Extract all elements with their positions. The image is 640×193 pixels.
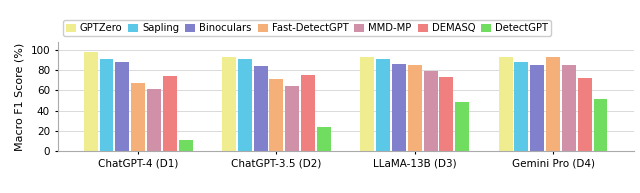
Bar: [499, 58, 513, 151]
Bar: [131, 84, 145, 151]
Bar: [301, 75, 315, 151]
Bar: [285, 86, 300, 151]
Y-axis label: Macro F1 Score (%): Macro F1 Score (%): [15, 42, 25, 151]
Bar: [440, 77, 453, 151]
Legend: GPTZero, Sapling, Binoculars, Fast-DetectGPT, MMD-MP, DEMASQ, DetectGPT: GPTZero, Sapling, Binoculars, Fast-Detec…: [63, 20, 551, 36]
Bar: [546, 58, 560, 151]
Bar: [578, 79, 591, 151]
Bar: [455, 102, 469, 151]
Bar: [392, 64, 406, 151]
Bar: [376, 59, 390, 151]
Bar: [562, 65, 576, 151]
Bar: [424, 71, 438, 151]
Bar: [360, 58, 374, 151]
Bar: [84, 52, 98, 151]
Bar: [147, 90, 161, 151]
Bar: [222, 58, 236, 151]
Bar: [238, 59, 252, 151]
Bar: [163, 76, 177, 151]
Bar: [179, 140, 193, 151]
Bar: [269, 80, 284, 151]
Bar: [531, 65, 544, 151]
Bar: [408, 65, 422, 151]
Bar: [253, 66, 268, 151]
Bar: [100, 59, 113, 151]
Bar: [515, 63, 529, 151]
Bar: [317, 127, 331, 151]
Bar: [593, 98, 607, 151]
Bar: [115, 63, 129, 151]
